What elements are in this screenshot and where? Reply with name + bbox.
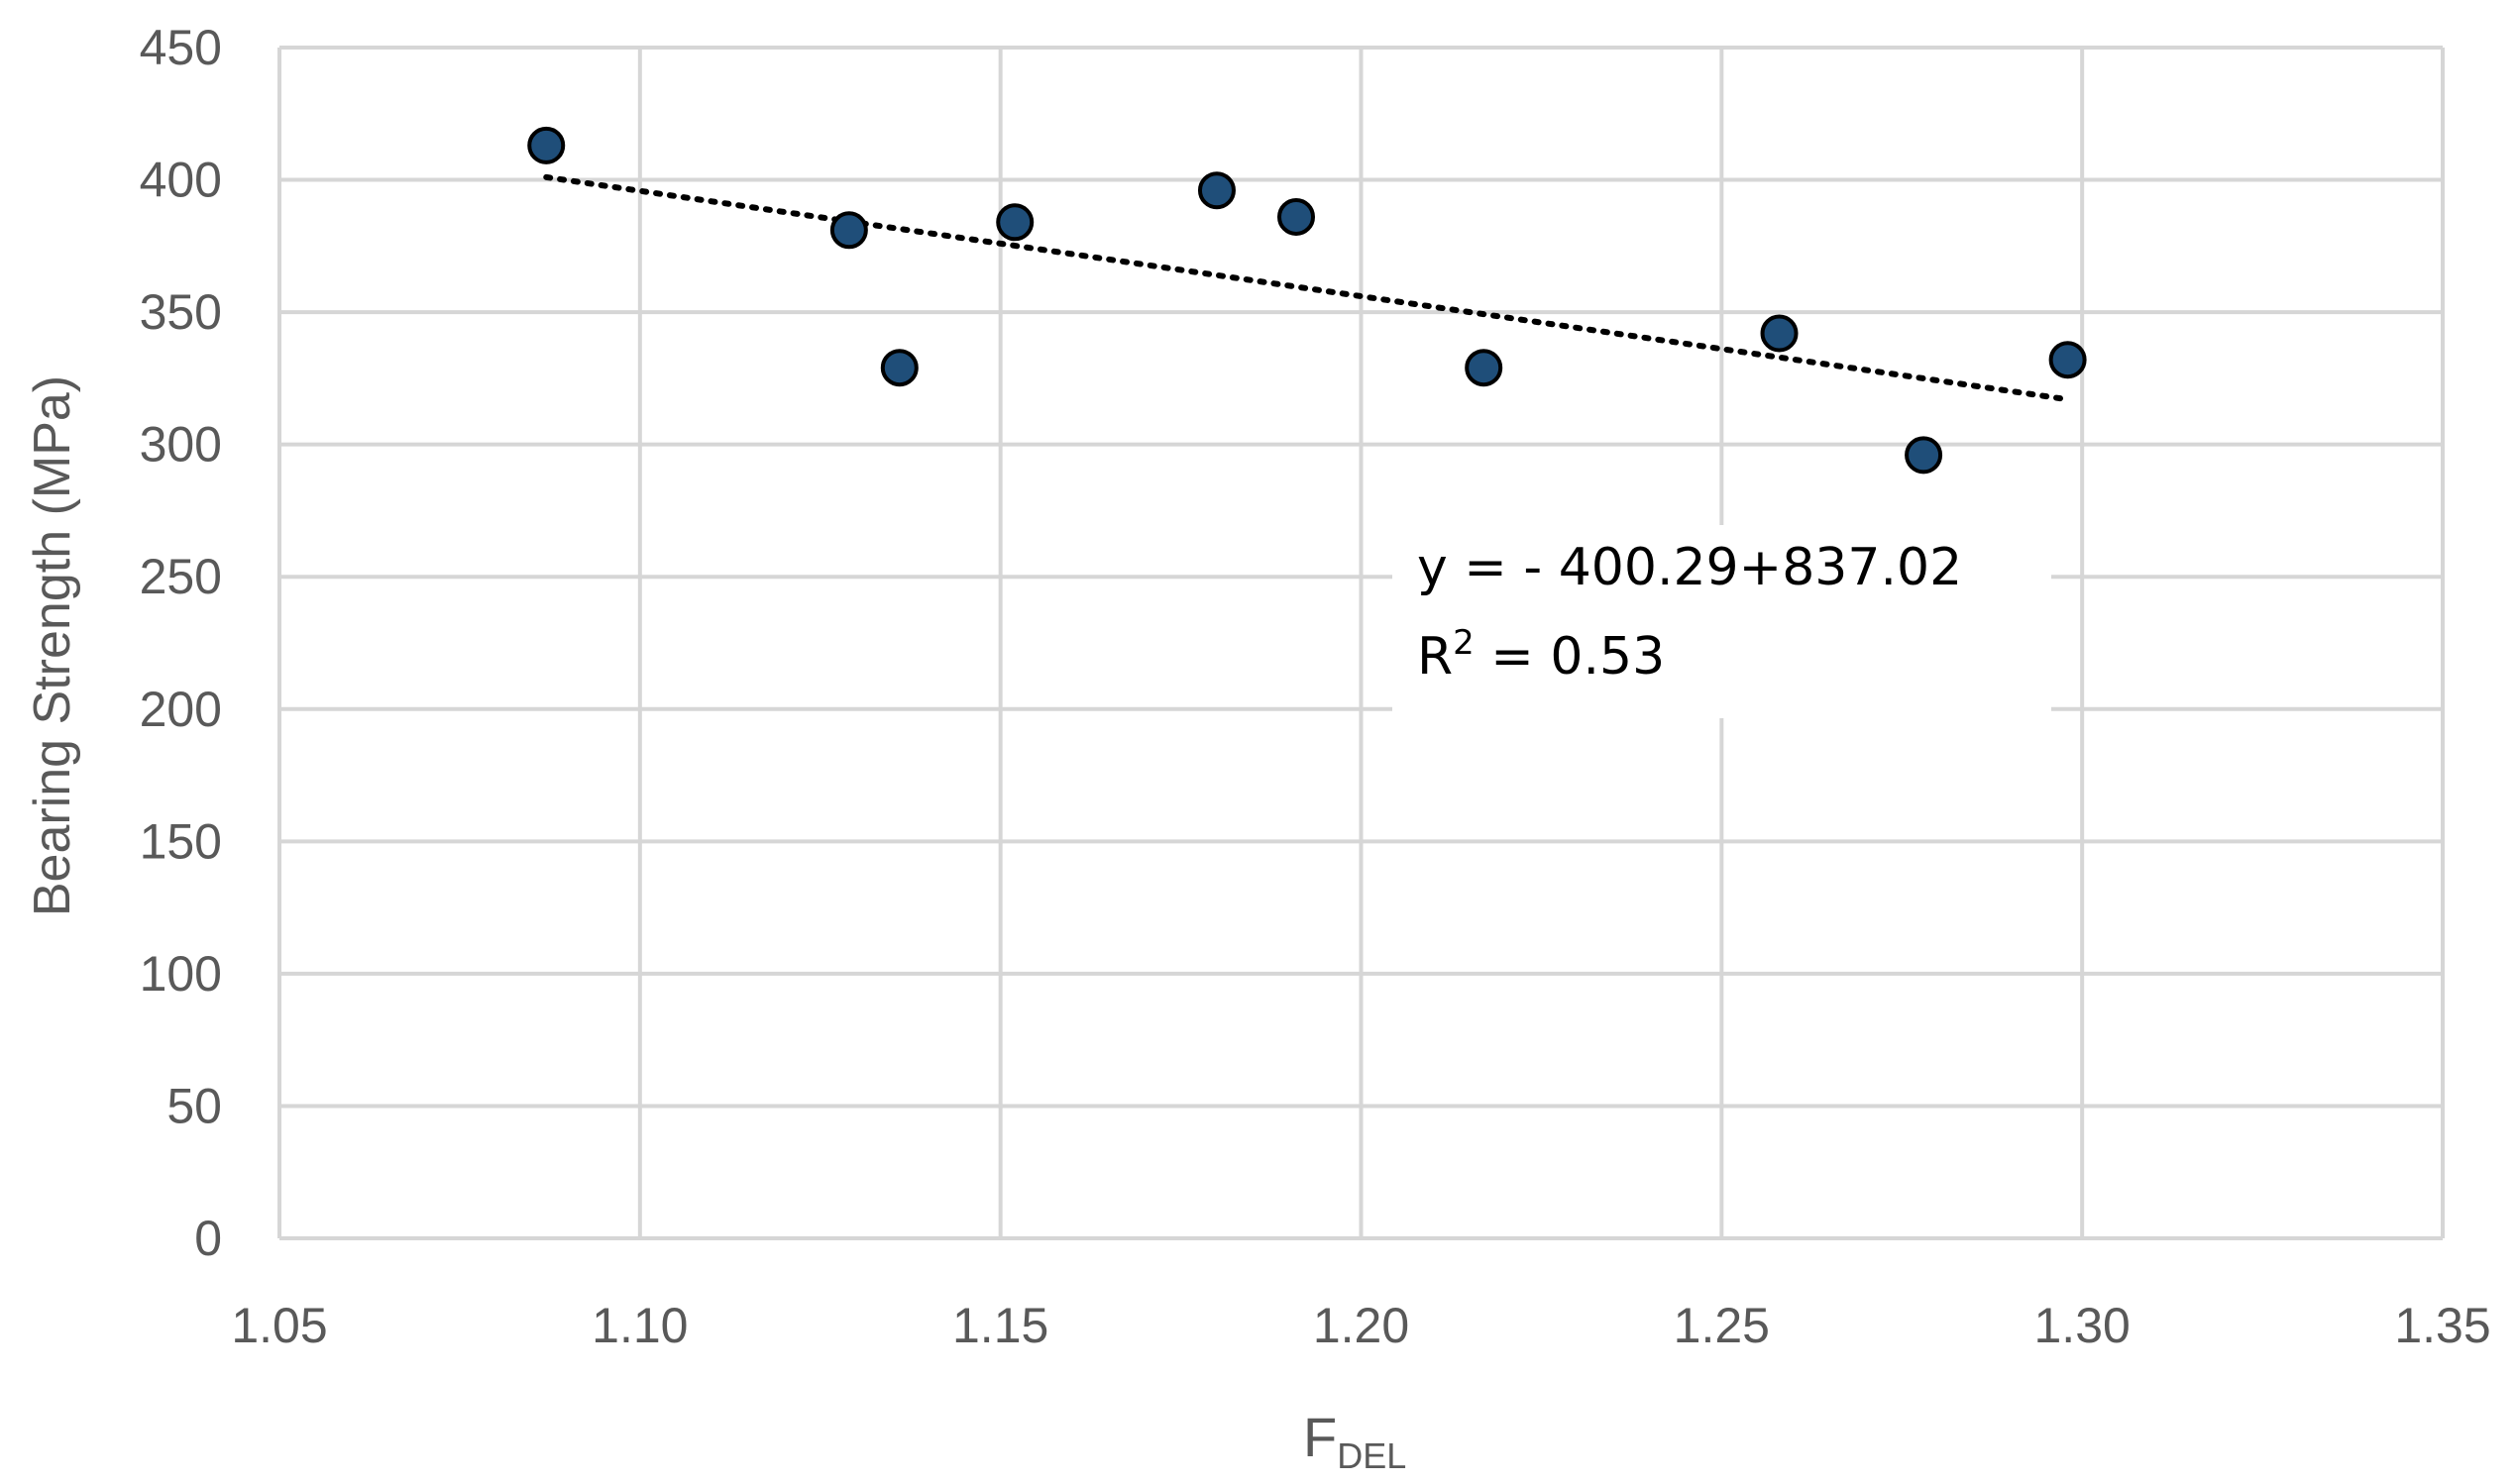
y-tick-label: 300 — [140, 417, 222, 473]
y-tick-label: 350 — [140, 284, 222, 340]
y-tick-label: 200 — [140, 682, 222, 737]
y-tick-label: 0 — [194, 1211, 222, 1266]
x-tick-label: 1.30 — [2034, 1298, 2131, 1353]
y-tick-label: 100 — [140, 946, 222, 1002]
r-squared-superscript: 2 — [1453, 623, 1475, 663]
x-tick-label: 1.25 — [1674, 1298, 1770, 1353]
y-tick-label: 400 — [140, 153, 222, 208]
x-axis-title-subscript: DEL — [1337, 1435, 1406, 1476]
data-point — [1277, 197, 1316, 236]
data-point — [1197, 171, 1236, 210]
tick-labels: 0 50 100 150 200 250 300 350 400 450 1.05 1.10 1.15 1… — [140, 20, 2491, 1353]
r-squared-value: = 0.53 — [1475, 627, 1665, 687]
equation-label: y = - 400.29+837.02 — [1417, 538, 1962, 597]
r-squared-symbol: R — [1417, 627, 1453, 687]
y-tick-label: 250 — [140, 549, 222, 604]
x-tick-label: 1.05 — [231, 1298, 327, 1353]
x-tick-label: 1.20 — [1313, 1298, 1409, 1353]
trendline-layer — [543, 173, 2071, 403]
y-tick-label: 450 — [140, 20, 222, 75]
x-tick-label: 1.10 — [592, 1298, 688, 1353]
x-tick-label: 1.15 — [952, 1298, 1048, 1353]
equation-annotation: y = - 400.29+837.02 R2 = 0.53 — [1392, 525, 2051, 718]
data-point — [527, 126, 566, 164]
x-axis-title-main: F — [1303, 1406, 1337, 1468]
trendline — [543, 173, 2071, 403]
y-tick-label: 50 — [166, 1078, 222, 1133]
data-point — [880, 349, 919, 387]
y-tick-label: 150 — [140, 813, 222, 869]
data-point — [2048, 341, 2087, 379]
r-squared-label: R2 = 0.53 — [1417, 623, 1665, 687]
data-point — [829, 211, 868, 250]
x-tick-label: 1.35 — [2394, 1298, 2490, 1353]
y-axis-title: Bearing Strength (MPa) — [24, 375, 81, 916]
annotation-background — [1392, 525, 2051, 718]
data-point — [1760, 314, 1799, 353]
x-axis-title: FDEL — [1303, 1406, 1406, 1476]
data-point — [1905, 436, 1943, 475]
data-point — [1465, 349, 1503, 387]
grid-lines — [277, 46, 2445, 1240]
data-points — [527, 126, 2087, 475]
data-point — [996, 203, 1035, 242]
